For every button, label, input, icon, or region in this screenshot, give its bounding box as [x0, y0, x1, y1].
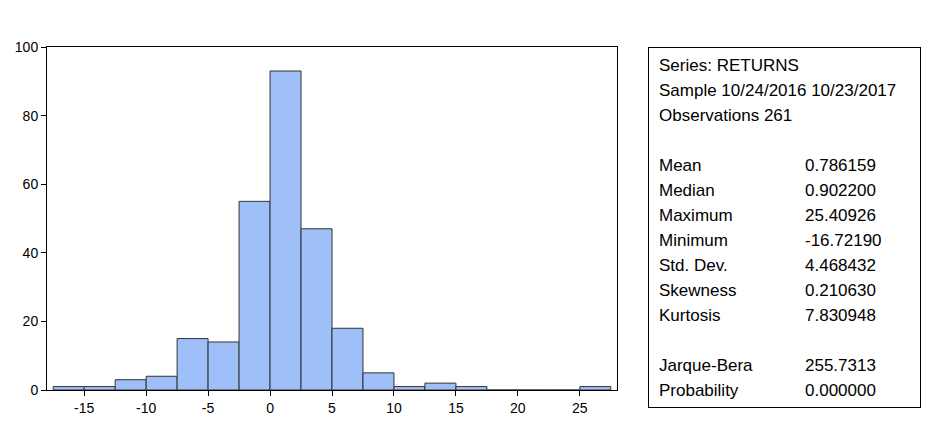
svg-text:0: 0: [30, 382, 38, 398]
html-text:Observations 261: Observations 261: [659, 106, 793, 125]
svg-text:25: 25: [572, 400, 588, 416]
html-text:7.830948: 7.830948: [805, 306, 876, 325]
html-text:Minimum: Minimum: [659, 231, 728, 250]
html-text:25.40926: 25.40926: [805, 206, 876, 225]
html-text:0.902200: 0.902200: [805, 181, 876, 200]
html-text:4.468432: 4.468432: [805, 256, 876, 275]
svg-text:-5: -5: [202, 400, 215, 416]
html-text:Maximum: Maximum: [659, 206, 733, 225]
svg-text:40: 40: [23, 245, 39, 261]
html-text:0.000000: 0.000000: [805, 381, 876, 400]
svg-text:-15: -15: [74, 400, 94, 416]
svg-text:10: 10: [386, 400, 402, 416]
html-text:Probability: Probability: [659, 381, 739, 400]
html-text:255.7313: 255.7313: [805, 356, 876, 375]
html-text:Mean: Mean: [659, 156, 702, 175]
html-text:Series: RETURNS: Series: RETURNS: [659, 56, 799, 75]
html-text:Sample 10/24/2016 10/23/2017: Sample 10/24/2016 10/23/2017: [659, 81, 897, 100]
svg-text:60: 60: [23, 176, 39, 192]
html-text:0.786159: 0.786159: [805, 156, 876, 175]
svg-text:0: 0: [266, 400, 274, 416]
html-text:0.210630: 0.210630: [805, 281, 876, 300]
svg-text:15: 15: [448, 400, 464, 416]
svg-text:5: 5: [328, 400, 336, 416]
html-text:Jarque-Bera: Jarque-Bera: [659, 356, 753, 375]
svg-text:-10: -10: [136, 400, 156, 416]
html-text:Kurtosis: Kurtosis: [659, 306, 721, 325]
svg-text:80: 80: [23, 108, 39, 124]
svg-text:20: 20: [510, 400, 526, 416]
html-text:Median: Median: [659, 181, 715, 200]
svg-text:100: 100: [15, 39, 39, 55]
svg-text:20: 20: [23, 313, 39, 329]
html-text:Skewness: Skewness: [659, 281, 737, 300]
html-text:Std. Dev.: Std. Dev.: [659, 256, 728, 275]
html-text:-16.72190: -16.72190: [805, 231, 882, 250]
